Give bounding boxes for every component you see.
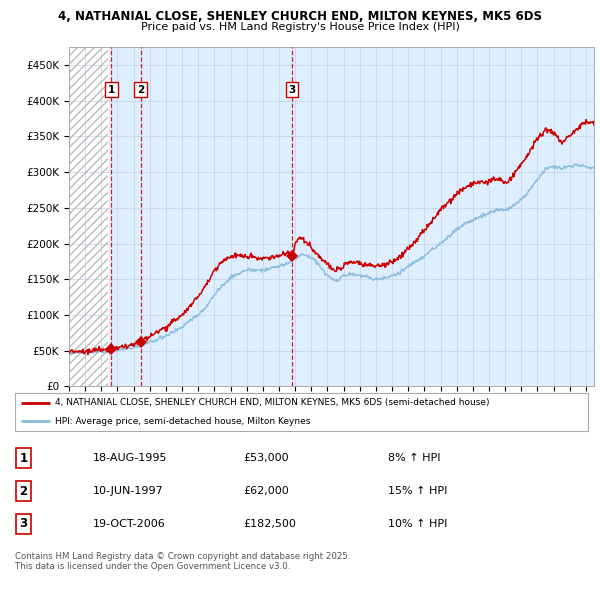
Text: 18-AUG-1995: 18-AUG-1995: [93, 454, 167, 463]
Text: £62,000: £62,000: [244, 486, 289, 496]
Text: Price paid vs. HM Land Registry's House Price Index (HPI): Price paid vs. HM Land Registry's House …: [140, 22, 460, 32]
FancyBboxPatch shape: [15, 393, 588, 431]
Text: 2: 2: [137, 84, 145, 94]
Text: £182,500: £182,500: [244, 519, 296, 529]
Bar: [69, 47, 108, 386]
Text: 8% ↑ HPI: 8% ↑ HPI: [388, 454, 441, 463]
Text: HPI: Average price, semi-detached house, Milton Keynes: HPI: Average price, semi-detached house,…: [55, 417, 311, 425]
Text: 3: 3: [288, 84, 296, 94]
Text: 10-JUN-1997: 10-JUN-1997: [93, 486, 164, 496]
Text: 1: 1: [20, 452, 28, 465]
Text: £53,000: £53,000: [244, 454, 289, 463]
Text: 15% ↑ HPI: 15% ↑ HPI: [388, 486, 448, 496]
Bar: [69, 47, 108, 386]
Text: Contains HM Land Registry data © Crown copyright and database right 2025.
This d: Contains HM Land Registry data © Crown c…: [15, 552, 350, 571]
Text: 19-OCT-2006: 19-OCT-2006: [93, 519, 166, 529]
Text: 4, NATHANIAL CLOSE, SHENLEY CHURCH END, MILTON KEYNES, MK5 6DS (semi-detached ho: 4, NATHANIAL CLOSE, SHENLEY CHURCH END, …: [55, 398, 490, 407]
Text: 4, NATHANIAL CLOSE, SHENLEY CHURCH END, MILTON KEYNES, MK5 6DS: 4, NATHANIAL CLOSE, SHENLEY CHURCH END, …: [58, 10, 542, 23]
Text: 3: 3: [20, 517, 28, 530]
Text: 1: 1: [108, 84, 115, 94]
Text: 10% ↑ HPI: 10% ↑ HPI: [388, 519, 448, 529]
Text: 2: 2: [20, 484, 28, 498]
